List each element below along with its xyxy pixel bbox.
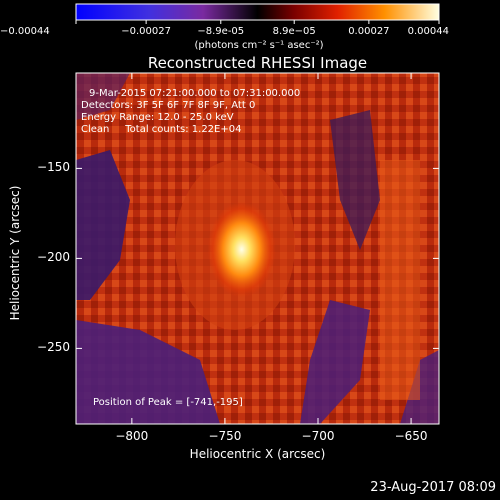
- x-axis-label: Heliocentric X (arcsec): [189, 447, 326, 461]
- negative-region-bottom-left: [76, 320, 220, 424]
- y-axis-label: Heliocentric Y (arcsec): [8, 185, 22, 321]
- annotation-clean: Clean Total counts: 1.22E+04: [81, 124, 242, 135]
- negative-region-right: [330, 110, 380, 250]
- chart-title: Reconstructed RHESSI Image: [147, 54, 368, 72]
- peak-source: [207, 201, 276, 298]
- colorbar-tick-label: 0.00044: [407, 26, 449, 37]
- annotation-energy: Energy Range: 12.0 - 25.0 keV: [81, 112, 234, 123]
- bright-streak-right: [380, 160, 420, 400]
- colorbar-units-label: (photons cm⁻² s⁻¹ asec⁻²): [194, 40, 324, 51]
- y-tick-label: −250: [37, 340, 70, 355]
- colorbar-tick-label: −0.00027: [121, 26, 171, 37]
- negative-region-top-left: [76, 73, 130, 120]
- annotation-detectors: Detectors: 3F 5F 6F 7F 8F 9F, Att 0: [81, 100, 256, 111]
- x-tick-label: −800: [115, 429, 149, 443]
- y-tick-label: −150: [37, 160, 70, 175]
- footer-date: 23-Aug-2017 08:09: [370, 480, 496, 495]
- colorbar-tick-label: 0.00027: [348, 26, 390, 37]
- x-tick-label: −650: [394, 429, 428, 443]
- colorbar: [75, 3, 440, 24]
- y-tick-label: −200: [37, 250, 70, 265]
- x-tick-label: −700: [301, 429, 335, 443]
- colorbar-tick-label: −8.9e-05: [197, 26, 245, 37]
- colorbar-gradient: [75, 3, 440, 21]
- colorbar-tick-label: −0.00044: [0, 26, 50, 37]
- annotation-peak-position: Position of Peak = [-741,-195]: [93, 397, 243, 408]
- x-tick-label: −750: [208, 429, 242, 443]
- negative-region-left: [76, 150, 130, 300]
- plot-frame: [75, 72, 440, 425]
- annotation-time: 9-Mar-2015 07:21:00.000 to 07:31:00.000: [89, 88, 301, 99]
- colorbar-tick-label: 8.9e−05: [272, 26, 316, 37]
- negative-region-bottom: [300, 300, 370, 424]
